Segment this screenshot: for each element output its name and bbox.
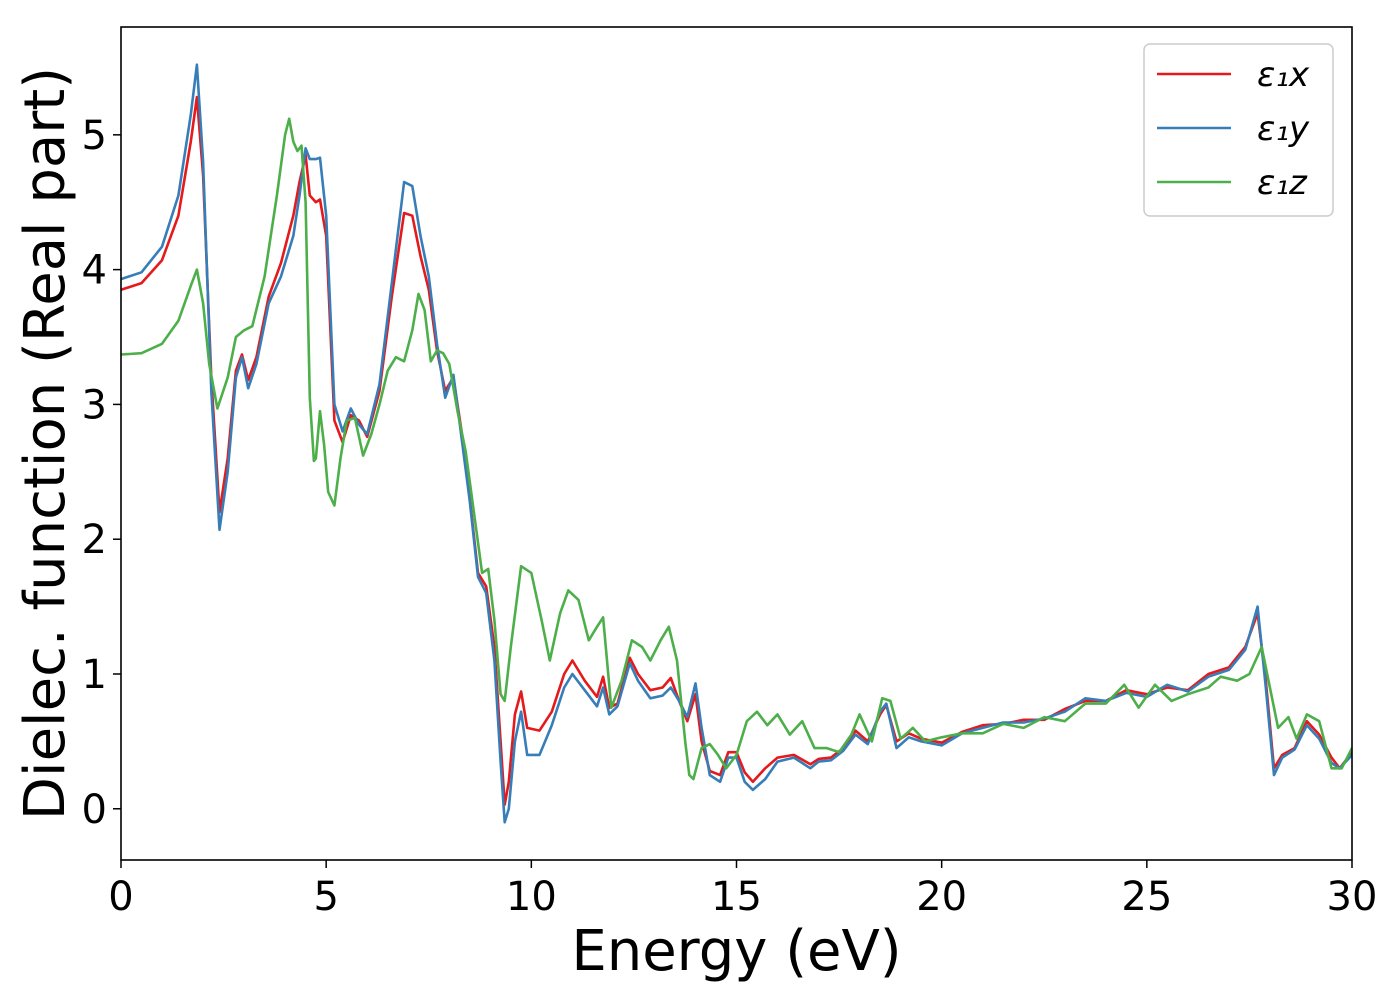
x-tick-label: 0 bbox=[108, 874, 133, 920]
y-tick-label: 5 bbox=[82, 113, 107, 159]
x-axis-title: Energy (eV) bbox=[571, 919, 901, 984]
legend: ε₁x ε₁y ε₁z bbox=[1143, 43, 1334, 217]
y-tick-label: 3 bbox=[82, 382, 107, 428]
legend-label: ε₁z bbox=[1257, 163, 1308, 203]
x-tick-label: 20 bbox=[916, 874, 967, 920]
y-axis: 0 1 2 3 4 5 bbox=[82, 113, 121, 833]
legend-frame bbox=[1143, 43, 1334, 217]
x-tick-label: 30 bbox=[1327, 874, 1378, 920]
series-line-3 bbox=[121, 117, 1352, 781]
x-tick-label: 25 bbox=[1121, 874, 1172, 920]
x-tick-label: 15 bbox=[711, 874, 762, 920]
x-tick-label: 10 bbox=[506, 874, 557, 920]
x-tick-label: 5 bbox=[313, 874, 338, 920]
y-tick-label: 1 bbox=[82, 652, 107, 698]
y-axis-title: Dielec. function (Real part) bbox=[13, 67, 78, 820]
x-axis: 0 5 10 15 20 25 30 bbox=[108, 860, 1377, 920]
y-tick-label: 4 bbox=[82, 248, 107, 294]
legend-label: ε₁y bbox=[1257, 109, 1310, 149]
y-tick-label: 0 bbox=[82, 787, 107, 833]
legend-label: ε₁x bbox=[1257, 55, 1310, 95]
plot-lines bbox=[121, 63, 1352, 824]
series-line-2 bbox=[121, 63, 1352, 824]
y-tick-label: 2 bbox=[82, 517, 107, 563]
